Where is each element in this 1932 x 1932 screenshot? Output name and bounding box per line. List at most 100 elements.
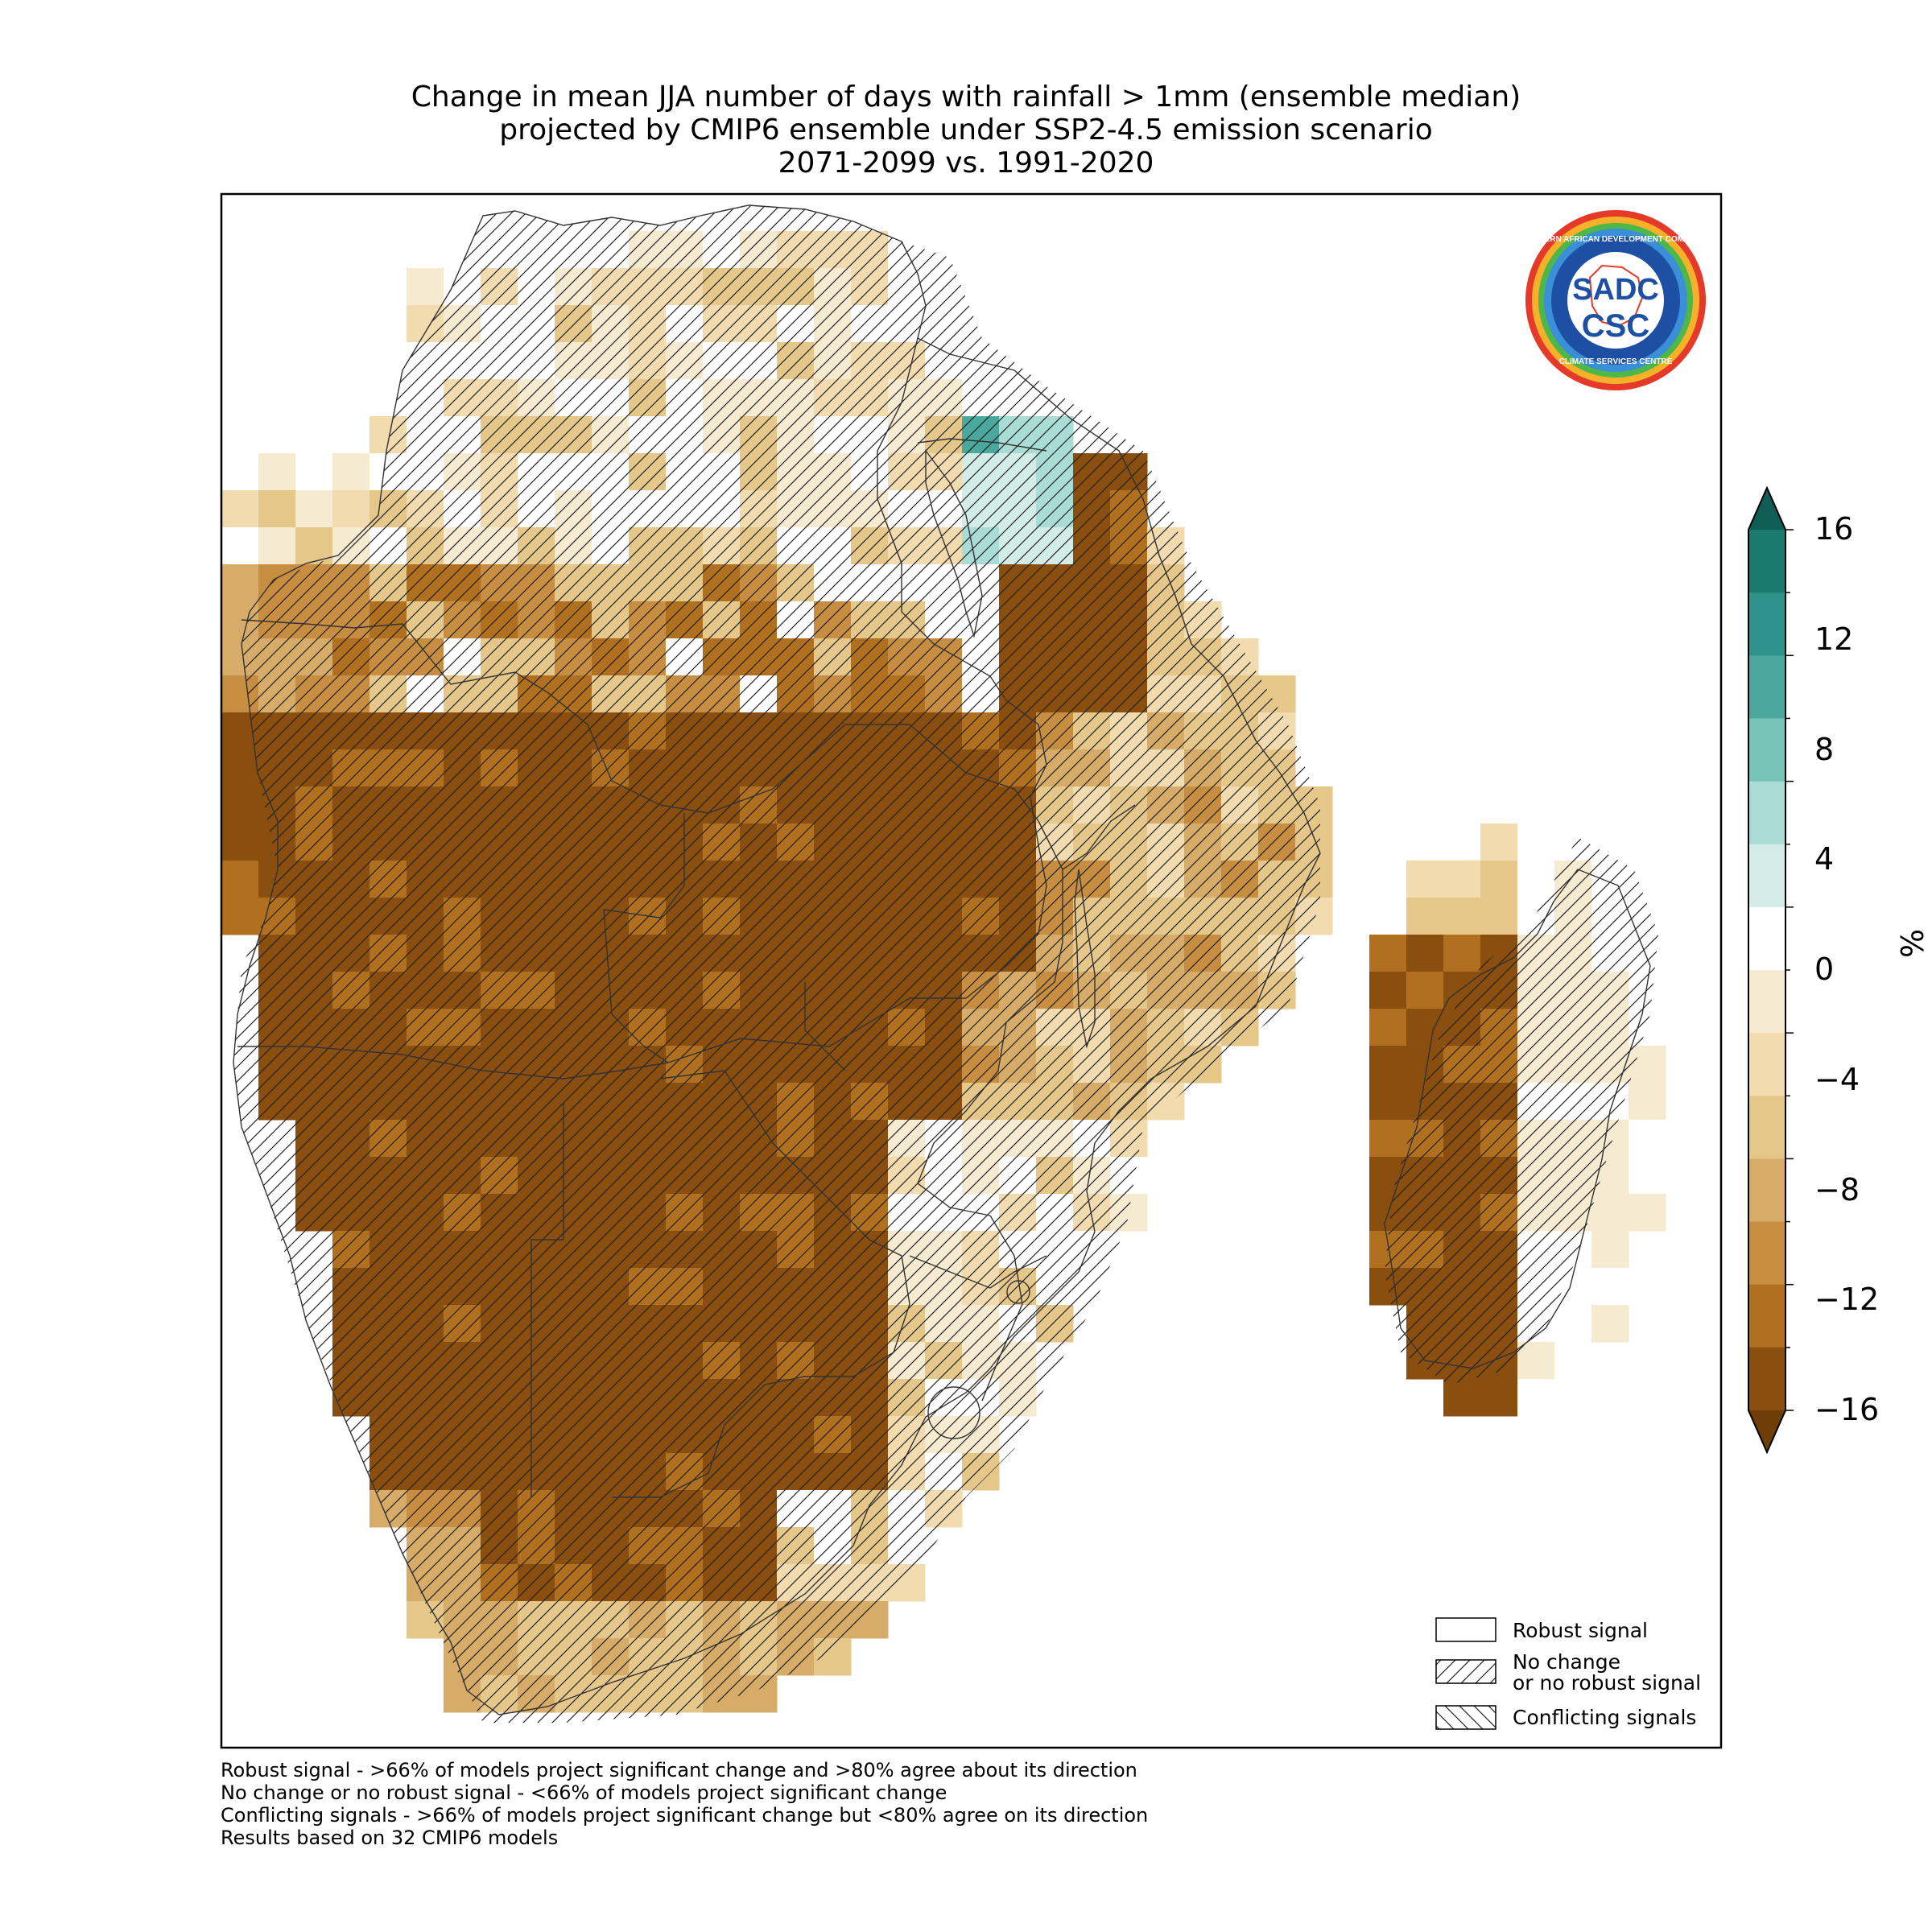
grid-cell <box>1406 861 1444 898</box>
colorbar-bin <box>1748 530 1785 593</box>
grid-cell <box>1591 1194 1629 1232</box>
border-4 <box>237 1046 669 1080</box>
grid-cell <box>295 453 333 491</box>
grid-cell <box>332 490 370 528</box>
eswatini-outline <box>1006 1280 1030 1304</box>
colorbar-bin <box>1748 844 1785 908</box>
grid-cell <box>221 490 259 528</box>
colorbar-tick-label: 8 <box>1814 731 1835 767</box>
grid-cell <box>1369 1120 1407 1158</box>
grid-cell <box>1517 824 1555 861</box>
grid-cell <box>1369 972 1407 1009</box>
grid-cell <box>295 490 333 528</box>
grid-cell <box>1443 1379 1481 1417</box>
legend-swatch-no-change <box>1435 1659 1496 1684</box>
grid-cell <box>1443 935 1481 972</box>
title-line-1: Change in mean JJA number of days with r… <box>411 80 1521 114</box>
grid-cell <box>1517 1379 1555 1417</box>
colorbar-bin <box>1748 1158 1785 1223</box>
footnote-4: Results based on 32 CMIP6 models <box>221 1827 559 1849</box>
grid-cell <box>1591 1268 1629 1306</box>
grid-cell <box>1406 935 1444 972</box>
border-7 <box>909 1255 1047 1289</box>
grid-cell <box>1369 935 1407 972</box>
colorbar-tick-label: −12 <box>1814 1282 1880 1318</box>
colorbar-bin <box>1748 970 1785 1034</box>
grid-cell <box>1406 1009 1444 1046</box>
legend-swatch-conflicting <box>1435 1705 1496 1730</box>
grid-cell <box>1554 1342 1592 1380</box>
grid-cell <box>332 453 370 491</box>
grid-cell <box>295 527 333 565</box>
colorbar-tick-label: −16 <box>1814 1392 1880 1427</box>
title-line-2: projected by CMIP6 ensemble under SSP2-4… <box>499 114 1433 147</box>
grid-cell <box>1369 1083 1407 1121</box>
grid-cell <box>407 268 444 306</box>
border-11 <box>1062 804 1136 870</box>
border-2 <box>603 813 685 919</box>
logo-mark-top: SADC <box>1572 273 1659 307</box>
colorbar-bin <box>1748 655 1785 719</box>
grid-cell <box>221 749 259 787</box>
map-frame <box>220 192 1723 1749</box>
colorbar-bin <box>1748 1221 1785 1286</box>
border-5 <box>530 1103 564 1497</box>
grid-cell <box>221 824 259 861</box>
hatch-madagascar <box>1385 837 1658 1385</box>
colorbar-bin <box>1748 1347 1785 1411</box>
lesotho-outline <box>927 1386 980 1439</box>
hatching-layer <box>233 205 1658 1723</box>
colorbar-bin <box>1748 906 1785 971</box>
colorbar-bin <box>1748 1284 1785 1348</box>
grid-cell <box>332 416 370 454</box>
grid-cell <box>1629 1157 1666 1195</box>
legend-swatch-robust <box>1435 1617 1496 1642</box>
colorbar-tick-label: 0 <box>1814 952 1835 987</box>
grid-cell <box>1629 1120 1666 1158</box>
colorbar-bin <box>1748 592 1785 656</box>
colorbar-extend-min <box>1748 1410 1785 1452</box>
grid-cell <box>221 786 259 824</box>
colorbar-bin <box>1748 1096 1785 1159</box>
colorbar-tick-label: 12 <box>1814 621 1854 657</box>
border-1 <box>241 619 1039 822</box>
grid-cell <box>221 564 259 602</box>
border-8 <box>877 337 1047 935</box>
colorbar-tick-label: 16 <box>1814 511 1854 547</box>
colorbar-bin <box>1748 781 1785 845</box>
grid-cell <box>1591 1231 1629 1269</box>
country-borders <box>233 204 1651 1715</box>
grid-cell <box>1591 1305 1629 1343</box>
legend-label-robust: Robust signal <box>1513 1619 1648 1642</box>
grid-cell <box>1554 1305 1592 1343</box>
grid-cell <box>1406 898 1444 935</box>
legend-label-no-change-1: No change <box>1513 1650 1620 1674</box>
lake-malawi <box>1074 869 1096 1049</box>
border-12 <box>981 1215 1023 1402</box>
grid-cell <box>1406 972 1444 1009</box>
grid-cell <box>1369 1009 1407 1046</box>
grid-cell <box>258 453 296 491</box>
logo-ring-text-top: SOUTHERN AFRICAN DEVELOPMENT COMMUNITY <box>1517 235 1715 244</box>
legend-label-conflicting: Conflicting signals <box>1513 1706 1697 1729</box>
coastline-mainland <box>233 204 1321 1715</box>
border-3 <box>603 909 1039 1063</box>
grid-cell <box>221 898 259 935</box>
grid-cell <box>1629 1194 1666 1232</box>
sadc-csc-logo <box>1525 210 1706 390</box>
grid-cell <box>221 861 259 898</box>
lake-tanganyika <box>925 448 983 638</box>
grid-cell <box>1480 1379 1518 1417</box>
footnote-1: Robust signal - >66% of models project s… <box>221 1759 1137 1781</box>
colorbar-bin <box>1748 1033 1785 1096</box>
hatch-mainland <box>233 205 1320 1723</box>
grid-cell <box>1369 1046 1407 1084</box>
title-line-3: 2071-2099 vs. 1991-2020 <box>778 147 1154 180</box>
border-9 <box>917 438 1047 452</box>
footnote-3: Conflicting signals - >66% of models pro… <box>221 1804 1149 1827</box>
colorbar-tick-label: 4 <box>1814 841 1835 877</box>
colorbar <box>1748 485 1794 1455</box>
madagascar-outline <box>1384 869 1651 1369</box>
footnote-2: No change or no robust signal - <66% of … <box>221 1781 947 1804</box>
